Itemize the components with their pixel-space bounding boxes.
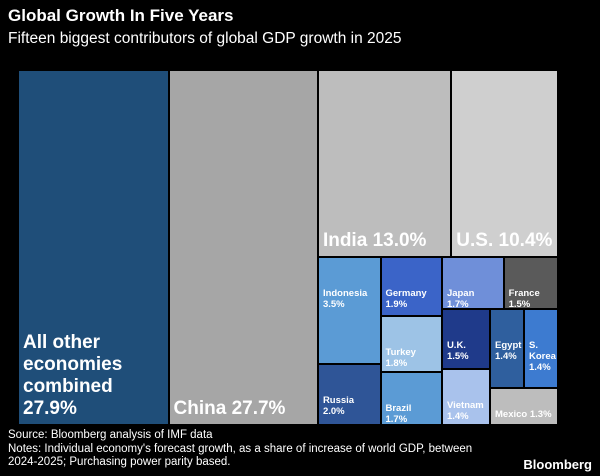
tile-label: Mexico 1.3% xyxy=(495,409,552,420)
tile-label: Germany 1.9% xyxy=(386,288,427,310)
value-label: 1.4% xyxy=(495,351,517,363)
tile-label: Russia 2.0% xyxy=(323,395,354,417)
tile-label: Turkey 1.8% xyxy=(386,347,416,369)
category-label: Japan xyxy=(446,287,475,299)
tile-label: China 27.7% xyxy=(174,398,313,420)
value-label: 1.5% xyxy=(446,351,469,363)
tile: S. Korea 1.4% xyxy=(524,309,558,389)
tile: Russia 2.0% xyxy=(317,363,381,425)
category-label: China xyxy=(173,398,227,419)
value-label: 2.0% xyxy=(322,405,345,417)
category-label: France xyxy=(508,287,540,299)
source: Source: Bloomberg analysis of IMF data xyxy=(8,429,213,441)
category-label: Mexico xyxy=(495,408,528,420)
value-label: 3.5% xyxy=(322,298,345,310)
tile: China 27.7% xyxy=(168,70,318,425)
value-label: 27.9% xyxy=(23,398,77,419)
tile: Japan 1.7% xyxy=(441,256,504,310)
treemap: All other economies combined 27.9% China … xyxy=(18,70,558,425)
value-label: 1.4% xyxy=(446,411,469,423)
category-label: Brazil xyxy=(385,403,412,414)
tile-label: France 1.5% xyxy=(508,287,540,310)
value-label: 1.8% xyxy=(385,357,408,369)
tile-label: Brazil 1.7% xyxy=(385,403,412,425)
value-label: 1.3% xyxy=(529,408,552,420)
tile-label: S. Korea 1.4% xyxy=(529,340,557,373)
tile: France 1.5% xyxy=(503,256,558,310)
tile: Egypt 1.4% xyxy=(490,309,524,389)
chart-title: Global Growth In Five Years xyxy=(8,6,234,25)
tile-label: Vietnam 1.4% xyxy=(447,400,484,422)
category-label: Egypt xyxy=(495,340,522,352)
tile: India 13.0% xyxy=(317,70,452,257)
notes: Notes: Individual economy's forecast gro… xyxy=(8,443,473,468)
category-label: Germany xyxy=(385,287,427,299)
tile: Mexico 1.3% xyxy=(490,388,558,425)
tile: Brazil 1.7% xyxy=(380,372,442,425)
tile: Vietnam 1.4% xyxy=(441,369,490,425)
tile: Indonesia 3.5% xyxy=(317,256,381,364)
value-label: 27.7% xyxy=(231,398,286,419)
value-label: 10.4% xyxy=(498,229,553,251)
value-label: 1.4% xyxy=(529,362,551,374)
tile-label: Japan 1.7% xyxy=(446,287,475,310)
category-label: All other economies combined xyxy=(23,332,123,397)
category-label: Turkey xyxy=(385,346,416,358)
category-label: U.K. xyxy=(446,340,466,352)
tile-label: Egypt 1.4% xyxy=(495,340,521,362)
category-label: India xyxy=(322,229,368,251)
tile-label: Indonesia 3.5% xyxy=(323,288,367,310)
category-label: Russia xyxy=(322,394,355,406)
chart-subtitle: Fifteen biggest contributors of global G… xyxy=(8,30,402,47)
tile: U.K. 1.5% xyxy=(441,309,490,370)
tile: U.S. 10.4% xyxy=(451,70,558,257)
value-label: 1.9% xyxy=(385,298,408,310)
category-label: U.S. xyxy=(456,229,494,251)
value-label: 13.0% xyxy=(372,229,427,251)
value-label: 1.7% xyxy=(385,414,408,425)
tile-label: India 13.0% xyxy=(323,230,446,252)
value-label: 1.7% xyxy=(446,298,469,310)
tile: Germany 1.9% xyxy=(380,256,442,316)
category-label: Vietnam xyxy=(446,400,484,412)
category-label: Indonesia xyxy=(322,287,368,299)
tile: All other economies combined 27.9% xyxy=(18,70,169,425)
tile-label: U.K. 1.5% xyxy=(447,340,469,362)
credit: Bloomberg xyxy=(523,457,592,472)
value-label: 1.5% xyxy=(508,298,531,310)
tile-label: U.S. 10.4% xyxy=(456,230,553,252)
tile-label: All other economies combined 27.9% xyxy=(23,332,164,420)
tile: Turkey 1.8% xyxy=(380,315,442,372)
category-label: S. Korea xyxy=(529,340,556,363)
